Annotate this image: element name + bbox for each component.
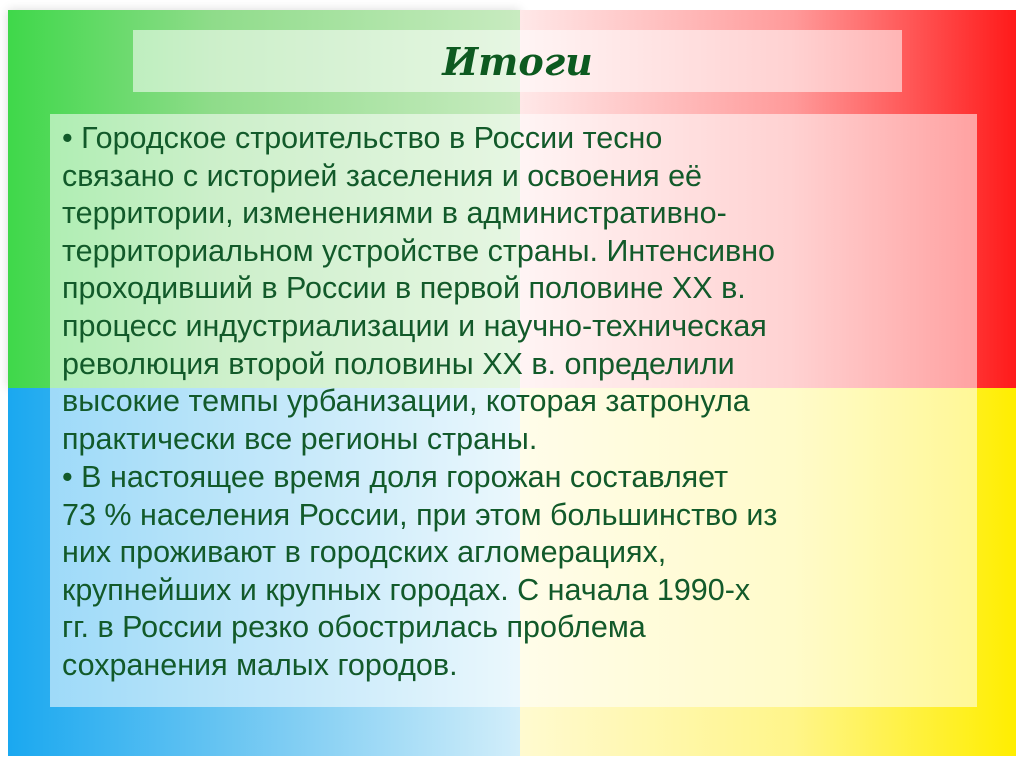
text-line: революция второй половины XX в. определи… <box>62 346 735 381</box>
bullet-paragraph: • В настоящее время доля горожан составл… <box>62 459 777 685</box>
text-line: проходивший в России в первой половине X… <box>62 271 746 306</box>
title-box: Итоги <box>133 30 902 92</box>
text-line: сохранения малых городов. <box>62 647 458 682</box>
text-line: территории, изменениями в административн… <box>62 196 727 231</box>
text-line: • В настоящее время доля горожан составл… <box>62 460 729 494</box>
text-line: связано с историей заселения и освоения … <box>62 158 703 193</box>
content-box: • Городское строительство в России тесно… <box>50 114 977 707</box>
text-line: процесс индустриализации и научно-технич… <box>62 308 767 343</box>
text-line: крупнейших и крупных городах. С начала 1… <box>62 572 751 607</box>
text-line: них проживают в городских агломерациях, <box>62 535 667 570</box>
text-line: • Городское строительство в России тесно <box>62 121 663 155</box>
slide-title: Итоги <box>442 38 593 84</box>
text-line: 73 % населения России, при этом большинс… <box>62 497 778 532</box>
text-line: территориальном устройстве страны. Интен… <box>62 233 775 268</box>
text-line: высокие темпы урбанизации, которая затро… <box>62 384 750 419</box>
bullet-paragraph: • Городское строительство в России тесно… <box>62 120 775 458</box>
text-line: гг. в России резко обострилась проблема <box>62 610 646 645</box>
text-line: практически все регионы страны. <box>62 421 538 456</box>
